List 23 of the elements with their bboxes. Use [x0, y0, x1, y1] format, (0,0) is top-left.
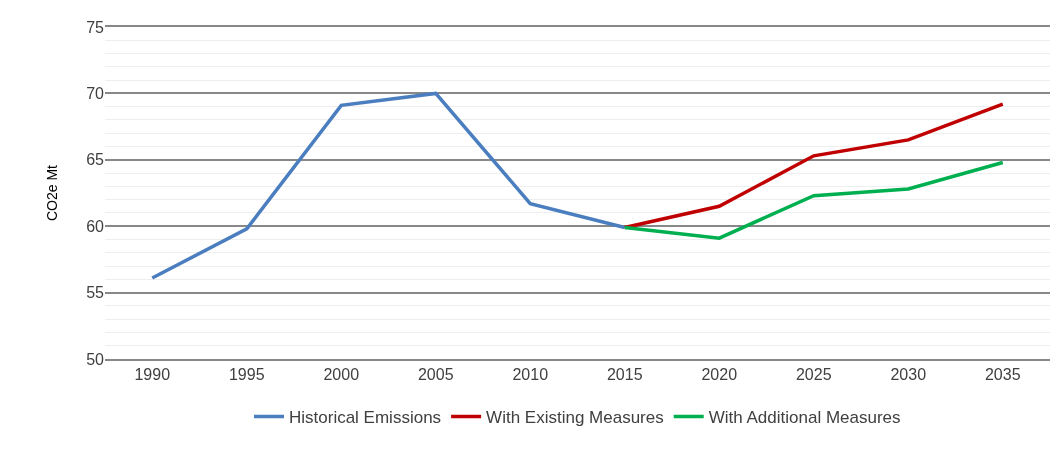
line-series — [623, 160, 1005, 240]
y-tick-label: 55 — [86, 284, 105, 302]
y-tick-label: 65 — [86, 151, 105, 169]
x-tick-label: 2030 — [890, 365, 927, 383]
x-tick-label: 2010 — [512, 365, 549, 383]
legend-label: With Additional Measures — [708, 408, 901, 428]
legend-label: Historical Emissions — [289, 408, 442, 428]
x-tick-label: 2000 — [323, 365, 360, 383]
y-tick-label: 50 — [86, 350, 105, 368]
x-tick-label: 2025 — [795, 365, 832, 383]
x-tick-label: 1995 — [228, 365, 265, 383]
x-tick-label: 2035 — [984, 365, 1021, 383]
line-series — [623, 102, 1005, 230]
line-series — [150, 91, 627, 280]
y-tick-label: 75 — [86, 18, 105, 36]
x-tick-label: 2005 — [417, 365, 454, 383]
x-tick-label: 1990 — [134, 365, 171, 383]
y-tick-label: 70 — [86, 85, 105, 102]
x-tick-label: 2015 — [606, 365, 643, 383]
legend-label: With Existing Measures — [486, 408, 664, 428]
y-tick-label: 60 — [86, 217, 105, 235]
x-tick-label: 2020 — [701, 365, 738, 383]
y-axis-title: CO2e Mt — [43, 164, 60, 222]
